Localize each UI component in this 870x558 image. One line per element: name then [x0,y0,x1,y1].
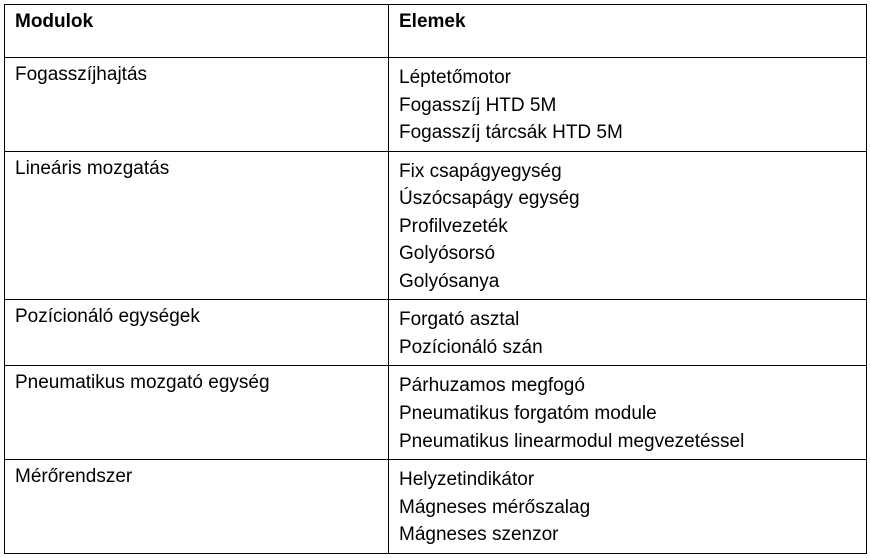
element-item: Mágneses szenzor [399,521,856,549]
element-item: Pozícionáló szán [399,334,856,362]
header-modules: Modulok [5,5,389,58]
modules-table: Modulok Elemek FogasszíjhajtásLéptetőmot… [4,4,867,554]
element-item: Mágneses mérőszalag [399,494,856,522]
element-item: Golyósorsó [399,240,856,268]
element-item: Úszócsapágy egység [399,185,856,213]
module-cell: Mérőrendszer [5,460,389,554]
element-item: Forgató asztal [399,306,856,334]
elements-cell: Párhuzamos megfogóPneumatikus forgatóm m… [389,366,867,460]
table-row: Pneumatikus mozgató egységPárhuzamos meg… [5,366,867,460]
module-cell: Fogasszíjhajtás [5,58,389,152]
element-item: Párhuzamos megfogó [399,372,856,400]
module-cell: Pozícionáló egységek [5,300,389,366]
element-item: Golyósanya [399,268,856,296]
element-item: Fogasszíj tárcsák HTD 5M [399,119,856,147]
elements-cell: LéptetőmotorFogasszíj HTD 5MFogasszíj tá… [389,58,867,152]
elements-cell: Fix csapágyegységÚszócsapágy egységProfi… [389,151,867,300]
element-item: Léptetőmotor [399,64,856,92]
elements-cell: HelyzetindikátorMágneses mérőszalagMágne… [389,460,867,554]
header-elements: Elemek [389,5,867,58]
table-header-row: Modulok Elemek [5,5,867,58]
element-item: Helyzetindikátor [399,466,856,494]
element-item: Fix csapágyegység [399,158,856,186]
element-item: Fogasszíj HTD 5M [399,92,856,120]
table-row: FogasszíjhajtásLéptetőmotorFogasszíj HTD… [5,58,867,152]
module-cell: Lineáris mozgatás [5,151,389,300]
element-item: Pneumatikus forgatóm module [399,400,856,428]
element-item: Pneumatikus linearmodul megvezetéssel [399,428,856,456]
module-cell: Pneumatikus mozgató egység [5,366,389,460]
table-row: Lineáris mozgatásFix csapágyegységÚszócs… [5,151,867,300]
table-body: FogasszíjhajtásLéptetőmotorFogasszíj HTD… [5,58,867,554]
table-row: MérőrendszerHelyzetindikátorMágneses mér… [5,460,867,554]
element-item: Profilvezeték [399,213,856,241]
table-row: Pozícionáló egységekForgató asztalPozíci… [5,300,867,366]
elements-cell: Forgató asztalPozícionáló szán [389,300,867,366]
